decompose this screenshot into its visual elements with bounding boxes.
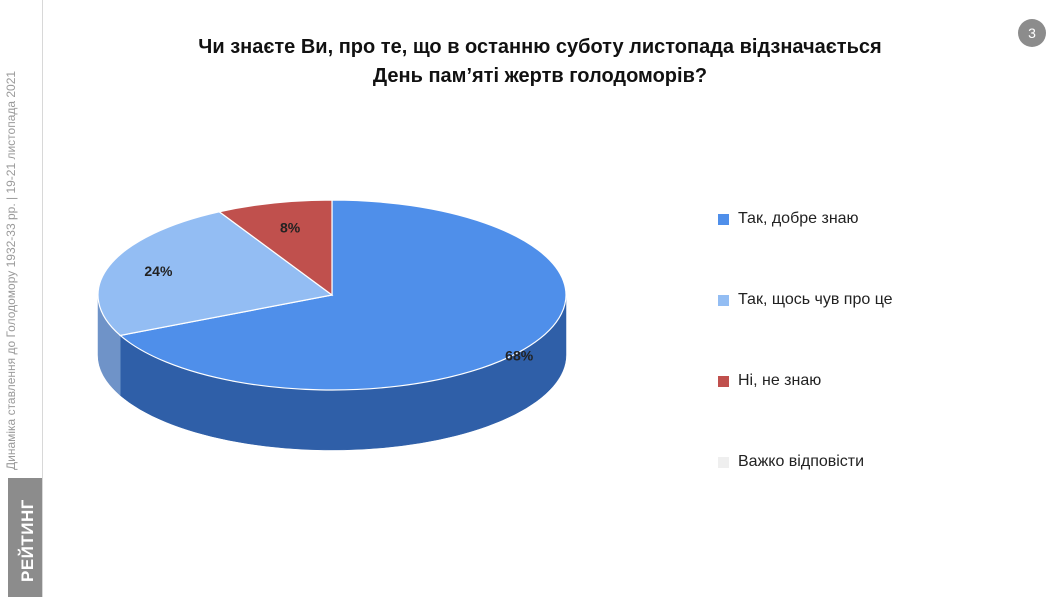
data-label-1: 24% [144, 263, 173, 279]
pie-slice-0 [118, 199, 567, 391]
legend-label-2: Ні, не знаю [738, 372, 822, 389]
legend-swatch-0 [718, 213, 729, 225]
legend-label-0: Так, добре знаю [738, 210, 859, 227]
side-divider [42, 0, 43, 597]
legend-swatch-2 [718, 375, 729, 387]
pie-slice-1 [97, 211, 334, 337]
chart-title-line-1: Чи знаєте Ви, про те, що в останню субот… [198, 36, 882, 58]
legend-item-0: Так, добре знаю [718, 210, 859, 228]
legend-item-1: Так, щось чув про це [718, 291, 893, 309]
brand-block [8, 478, 43, 597]
data-label-0: 68% [505, 348, 534, 364]
brand-logo-text: РЕЙТИНГ [18, 499, 37, 582]
survey-caption: Динаміка ставлення до Голодомору 1932-33… [4, 70, 18, 470]
chart-title-line-2: День пам’яті жертв голодоморів? [372, 65, 708, 87]
side-bar: Динаміка ставлення до Голодомору 1932-33… [0, 0, 43, 597]
legend-item-3: Важко відповісти [718, 453, 864, 471]
legend-item-2: Ні, не знаю [718, 372, 821, 390]
pie-slice-2 [217, 199, 333, 297]
legend-label-3: Важко відповісти [738, 453, 865, 470]
chart-title: Чи знаєте Ви, про те, що в останню субот… [140, 33, 940, 91]
legend-label-1: Так, щось чув про це [738, 291, 893, 308]
legend-swatch-3 [718, 456, 729, 468]
legend-swatch-1 [718, 294, 729, 306]
pie-top [97, 199, 567, 391]
data-label-2: 8% [280, 219, 301, 235]
page-number-badge: 3 [1018, 19, 1046, 47]
pie-chart: 68% 24% 8% [97, 199, 567, 451]
